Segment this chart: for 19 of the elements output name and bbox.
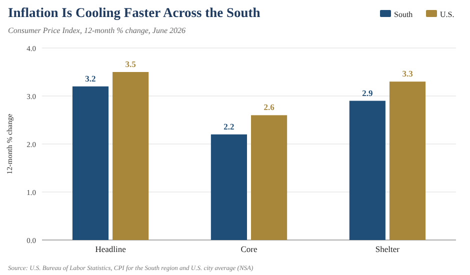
chart-title: Inflation Is Cooling Faster Across the South [8, 5, 261, 20]
legend-label: U.S. [440, 10, 454, 19]
data-label: 2.6 [264, 102, 274, 112]
chart-subtitle: Consumer Price Index, 12-month % change, June 2026 [8, 26, 186, 35]
bar [349, 100, 386, 240]
x-tick-label: Core [240, 244, 258, 254]
legend-label: South [394, 10, 413, 19]
data-label: 2.9 [362, 88, 373, 98]
bar [72, 86, 109, 240]
bar [112, 72, 149, 240]
bar [210, 134, 247, 240]
x-tick-label: Headline [95, 244, 126, 254]
data-label: 3.3 [402, 68, 413, 79]
bar [389, 82, 426, 240]
data-label: 3.5 [125, 59, 136, 69]
bar [251, 115, 288, 240]
data-label: 3.2 [85, 73, 96, 84]
x-tick-label: Shelter [375, 244, 400, 254]
data-label: 2.2 [224, 121, 234, 132]
